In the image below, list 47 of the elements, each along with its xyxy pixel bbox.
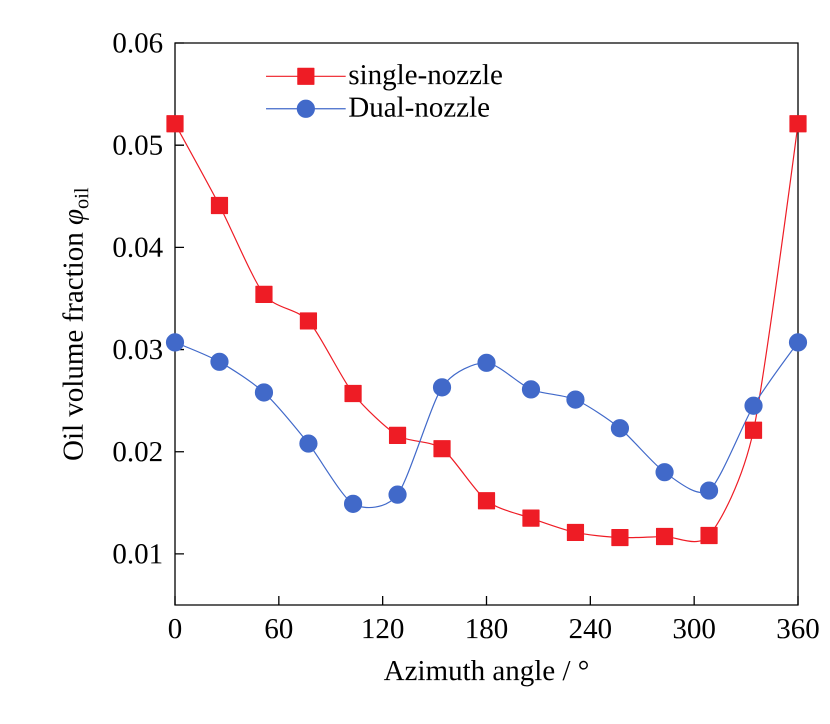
point bbox=[299, 434, 318, 453]
point bbox=[255, 286, 273, 303]
point bbox=[655, 463, 674, 482]
point bbox=[478, 492, 496, 510]
y-tick-label: 0.05 bbox=[113, 135, 162, 156]
y-tick-label: 0.06 bbox=[113, 33, 162, 53]
point bbox=[566, 390, 585, 409]
point bbox=[344, 494, 362, 513]
point bbox=[566, 524, 584, 542]
point bbox=[700, 526, 718, 544]
point bbox=[344, 384, 362, 402]
y-tick-label: 0.02 bbox=[113, 442, 162, 462]
x-tick-label: 180 bbox=[467, 618, 508, 638]
y-tick-label: 0.01 bbox=[113, 544, 162, 564]
legend-label: Dual-nozzle bbox=[349, 96, 490, 117]
y-tick-label: 0.04 bbox=[113, 238, 163, 258]
point bbox=[789, 115, 807, 132]
point bbox=[166, 333, 184, 352]
x-tick-label: 120 bbox=[363, 618, 404, 638]
x-tick-label: 240 bbox=[570, 618, 611, 638]
x-tick-label: 0 bbox=[168, 618, 182, 638]
point bbox=[656, 528, 674, 546]
point bbox=[166, 115, 184, 132]
point bbox=[611, 528, 629, 546]
point bbox=[477, 354, 496, 372]
x-tick-label: 300 bbox=[674, 618, 715, 638]
point bbox=[388, 486, 407, 504]
point bbox=[432, 378, 452, 396]
point bbox=[254, 383, 274, 402]
point bbox=[433, 440, 451, 458]
legend-label: single-nozzle bbox=[349, 64, 502, 90]
point bbox=[610, 419, 630, 438]
x-tick-label: 60 bbox=[266, 618, 292, 638]
point bbox=[300, 312, 318, 330]
x-tick-label: 360 bbox=[778, 618, 819, 638]
point bbox=[522, 380, 540, 398]
point bbox=[744, 396, 763, 415]
point bbox=[522, 510, 540, 527]
point bbox=[388, 426, 406, 444]
point bbox=[210, 352, 229, 371]
point bbox=[788, 333, 808, 352]
x-axis-title: Azimuth angle / ° bbox=[384, 660, 588, 686]
y-tick-label: 0.03 bbox=[113, 340, 162, 360]
point bbox=[700, 481, 718, 500]
point bbox=[744, 422, 762, 439]
y-axis-title: Oil volume fraction φ$_{oil}$ bbox=[62, 188, 89, 460]
point bbox=[210, 196, 228, 214]
